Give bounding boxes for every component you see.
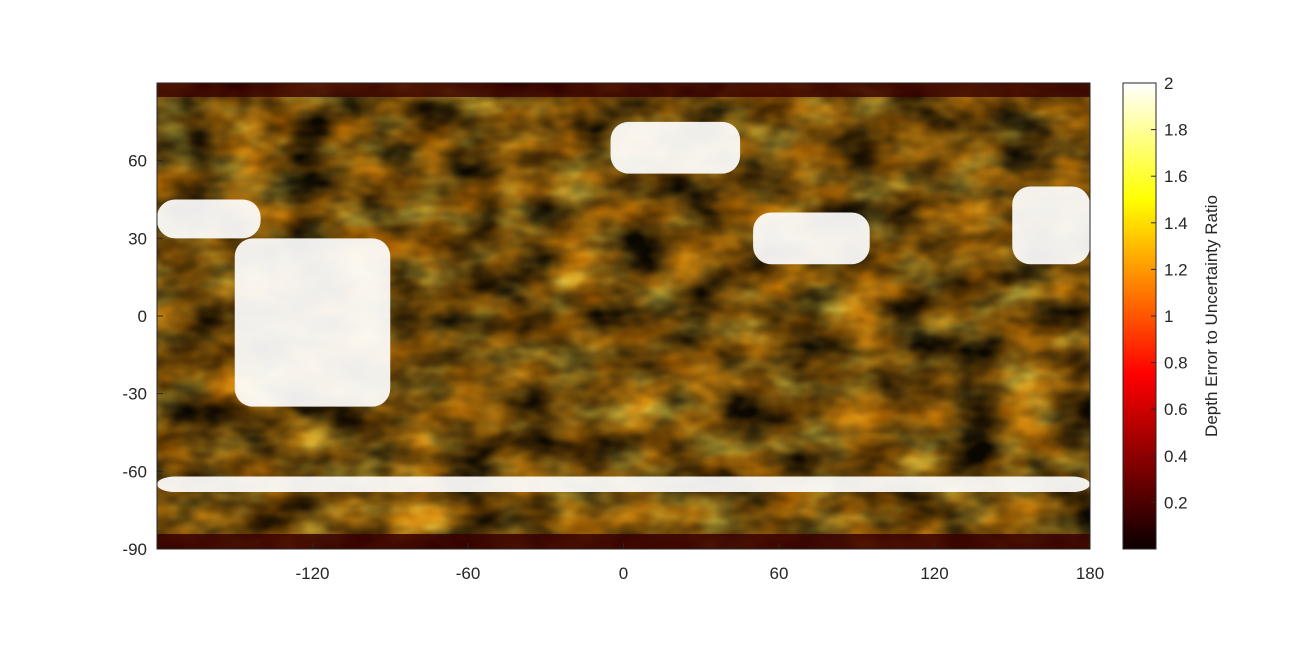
x-tick-label: 120: [920, 564, 948, 583]
heatmap-image: [157, 83, 1090, 549]
colorbar-tick-label: 1.8: [1164, 121, 1188, 140]
colorbar-tick-label: 1.6: [1164, 167, 1188, 186]
colorbar-tick-label: 0.2: [1164, 493, 1188, 512]
colorbar-tick-label: 1.4: [1164, 214, 1188, 233]
y-tick-label: -90: [122, 540, 147, 559]
y-tick-label: 30: [128, 229, 147, 248]
y-tick-label: -60: [122, 462, 147, 481]
x-axis: -120 -60 0 60 120 180: [295, 543, 1104, 583]
saturated-region-5: [157, 476, 1090, 493]
y-axis: 60 30 0 -30 -60 -90: [122, 152, 163, 559]
x-tick-label: 0: [619, 564, 628, 583]
colorbar-tick-label: 1.2: [1164, 260, 1188, 279]
x-tick-label: -60: [456, 564, 481, 583]
saturated-region-3: [753, 212, 870, 265]
colorbar-label: Depth Error to Uncertainty Ratio: [1202, 195, 1221, 437]
saturated-region-2: [610, 121, 741, 174]
colorbar-tick-label: 0.4: [1164, 447, 1188, 466]
y-tick-label: -30: [122, 385, 147, 404]
colorbar-tick-label: 0.8: [1164, 354, 1188, 373]
x-tick-label: 180: [1076, 564, 1104, 583]
colorbar-tick-label: 2: [1164, 74, 1173, 93]
colorbar-tick-label: 1: [1164, 307, 1173, 326]
saturated-region-0: [234, 238, 391, 407]
saturated-region-4: [1012, 186, 1090, 265]
colorbar-ticks: 0.2 0.4 0.6 0.8 1 1.2 1.4 1.6 1.8 2: [1151, 74, 1188, 512]
x-tick-label: -120: [295, 564, 329, 583]
y-tick-label: 60: [128, 152, 147, 171]
x-tick-label: 60: [770, 564, 789, 583]
y-tick-label: 0: [138, 307, 147, 326]
colorbar-tick-label: 0.6: [1164, 400, 1188, 419]
saturated-region-1: [157, 199, 261, 239]
